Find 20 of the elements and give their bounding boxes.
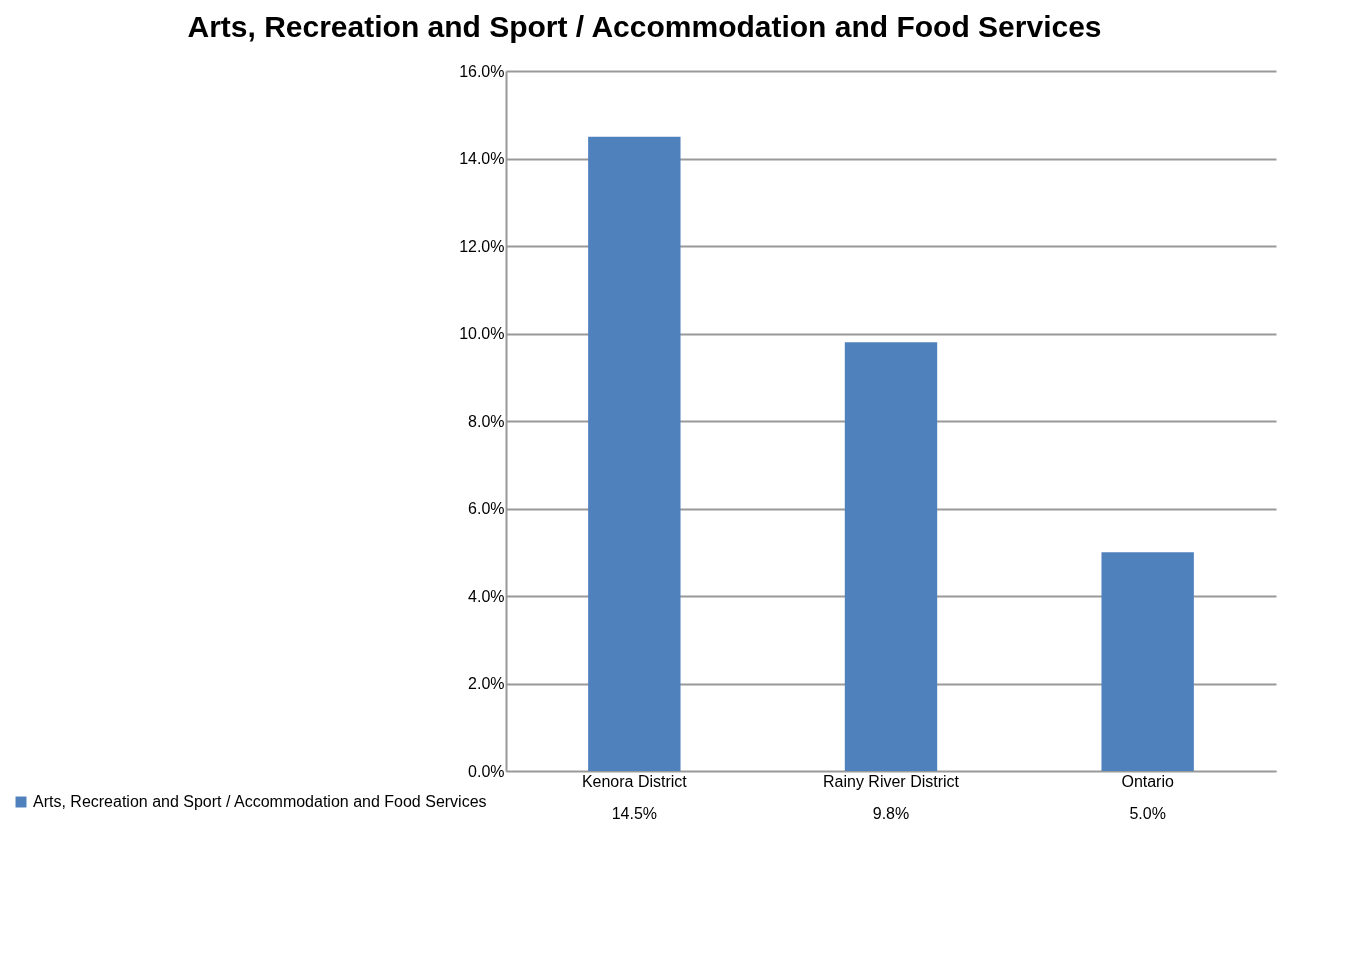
x-tick-label: Kenora District [581, 772, 688, 790]
y-tick-label: 6.0% [468, 500, 505, 517]
x-tick-label: Ontario [1121, 772, 1174, 790]
bar [844, 342, 938, 771]
y-tick-label: 10.0% [459, 325, 505, 342]
y-tick-label: 12.0% [459, 237, 505, 255]
y-tick-label: 0.0% [468, 762, 505, 780]
chart-title: Arts, Recreation and Sport / Accommodation and Food Services [187, 10, 1102, 43]
legend-label: Arts, Recreation and Sport / Accommodation and Food Services [33, 793, 487, 810]
bar [1101, 552, 1194, 771]
y-tick-label: 4.0% [468, 587, 505, 605]
data-label: 9.8% [872, 805, 910, 822]
y-tick-label: 2.0% [468, 675, 505, 692]
bar [588, 136, 681, 771]
data-label: 5.0% [1129, 805, 1166, 822]
y-tick-label: 8.0% [468, 412, 505, 430]
x-tick-label: Rainy River District [822, 772, 960, 790]
y-tick-label: 16.0% [459, 62, 505, 80]
y-tick-label: 14.0% [459, 150, 505, 167]
data-label: 14.5% [611, 805, 658, 822]
